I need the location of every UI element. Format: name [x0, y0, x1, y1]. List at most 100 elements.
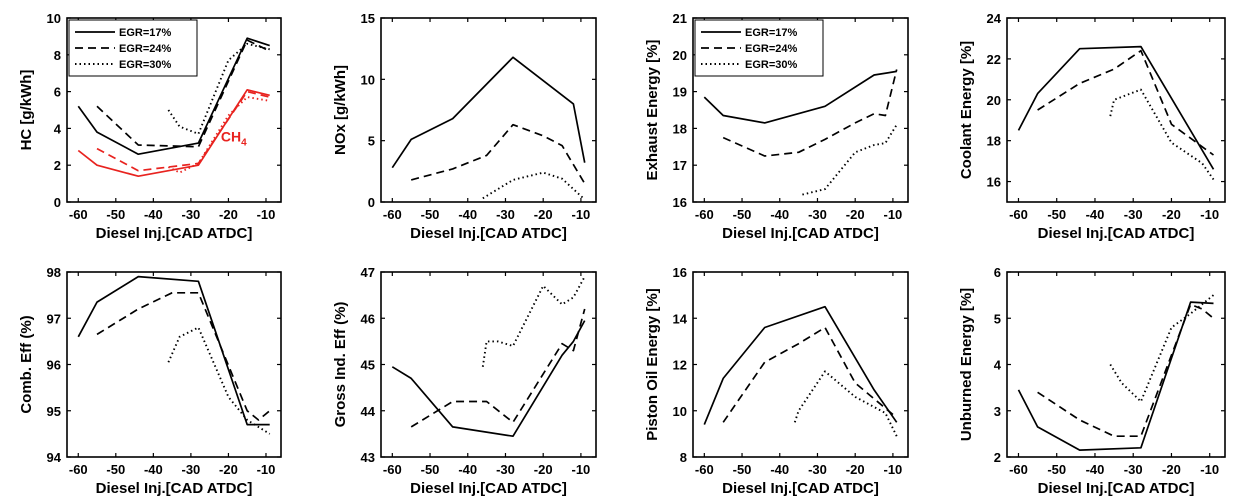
y-tick-label: 8	[54, 48, 61, 63]
series-egr-24-line	[722, 69, 898, 157]
x-tick-label: -30	[496, 462, 515, 477]
data-point	[1113, 68, 1115, 70]
x-tick-label: -50	[733, 462, 752, 477]
data-point	[561, 303, 563, 305]
series-egr-30-line	[1109, 88, 1215, 181]
x-axis-label: Diesel Inj.[CAD ATDC]	[96, 480, 253, 497]
data-point	[269, 45, 271, 47]
data-point	[798, 151, 800, 153]
x-tick-label: -20	[846, 207, 865, 222]
y-tick-label: 18	[673, 121, 687, 136]
x-tick-label: -10	[257, 207, 276, 222]
series-egr-30-line	[793, 370, 898, 437]
data-point	[1079, 449, 1081, 451]
y-tick-label: 5	[994, 311, 1001, 326]
x-tick-label: -30	[181, 207, 200, 222]
y-tick-label: 97	[47, 311, 61, 326]
data-point	[198, 162, 200, 164]
data-point	[1018, 389, 1020, 391]
data-point	[228, 396, 230, 398]
data-point	[246, 419, 248, 421]
data-point	[486, 154, 488, 156]
series-egr-17-line	[391, 56, 586, 169]
y-tick-label: 44	[361, 404, 376, 419]
data-point	[167, 361, 169, 363]
data-point	[96, 105, 98, 107]
y-tick-label: 95	[47, 404, 61, 419]
x-tick-label: -10	[1200, 207, 1219, 222]
data-point	[1113, 99, 1115, 101]
series-egr-24-line	[410, 308, 586, 428]
y-tick-label: 16	[673, 265, 687, 280]
y-tick-label: 15	[361, 11, 375, 26]
data-point	[228, 59, 230, 61]
chart-panel-1: -60 -50 -40 -30 -20 -10 0 2 4 6 8 10 HC [g/kWh] Diese…	[18, 11, 282, 242]
x-tick-label: -60	[1009, 462, 1028, 477]
data-point	[572, 350, 574, 352]
data-point	[179, 336, 181, 338]
y-tick-label: 46	[361, 311, 375, 326]
data-point	[896, 417, 898, 419]
series-egr-30-line	[802, 124, 898, 196]
data-point	[1213, 317, 1215, 319]
data-point	[246, 96, 248, 98]
y-tick-label: 20	[673, 48, 687, 63]
series-egr-17-line	[703, 305, 898, 425]
data-point	[703, 424, 705, 426]
legend: EGR=17% EGR=24% EGR=30%	[68, 19, 198, 77]
series-ch4-solid-line	[77, 88, 270, 178]
plot-frame	[692, 271, 909, 458]
series-egr-24-line	[1037, 49, 1215, 156]
data-point	[179, 172, 181, 174]
x-axis-label: Diesel Inj.[CAD ATDC]	[722, 480, 879, 497]
data-point	[1213, 303, 1215, 305]
data-point	[561, 178, 563, 180]
data-point	[410, 179, 412, 181]
x-tick-label: -20	[219, 462, 238, 477]
x-tick-label: -30	[808, 207, 827, 222]
data-point	[77, 150, 79, 152]
data-point	[722, 377, 724, 379]
data-point	[77, 105, 79, 107]
x-tick-label: -40	[770, 207, 789, 222]
data-point	[584, 308, 586, 310]
data-point	[77, 336, 79, 338]
y-tick-label: 20	[987, 93, 1001, 108]
data-point	[703, 96, 705, 98]
data-point	[584, 183, 586, 185]
data-point	[561, 354, 563, 356]
data-point	[198, 133, 200, 135]
data-point	[722, 421, 724, 423]
x-tick-label: -60	[69, 207, 88, 222]
y-tick-label: 17	[673, 158, 687, 173]
data-point	[137, 276, 139, 278]
data-point	[561, 145, 563, 147]
data-point	[764, 122, 766, 124]
x-tick-label: -30	[1124, 207, 1143, 222]
x-tick-label: -60	[695, 462, 714, 477]
data-point	[228, 115, 230, 117]
data-point	[1140, 435, 1142, 437]
series-egr-17-line	[77, 37, 270, 156]
data-point	[722, 115, 724, 117]
series-egr-17-line	[1017, 45, 1215, 170]
data-point	[1171, 327, 1173, 329]
x-axis-label: Diesel Inj.[CAD ATDC]	[722, 225, 879, 242]
data-point	[246, 424, 248, 426]
series-egr-24-line	[96, 291, 271, 421]
series-egr-30-line	[167, 42, 270, 135]
data-point	[246, 91, 248, 93]
chart-panel-7: -60 -50 -40 -30 -20 -10 8 10 12 14 16 Piston Oil En…	[644, 265, 909, 497]
data-point	[1079, 419, 1081, 421]
y-axis-label: Coolant Energy [%]	[958, 41, 975, 179]
chart-panel-8: -60 -50 -40 -30 -20 -10 2 3 4 5 6 Unburned Energy […	[958, 265, 1226, 497]
data-point	[884, 115, 886, 117]
series-egr-30-line	[481, 276, 586, 367]
data-point	[1213, 154, 1215, 156]
data-point	[1190, 303, 1192, 305]
data-point	[824, 306, 826, 308]
y-tick-label: 4	[54, 121, 62, 136]
data-point	[1213, 179, 1215, 181]
data-point	[1140, 50, 1142, 52]
plot-frame	[1006, 17, 1226, 203]
